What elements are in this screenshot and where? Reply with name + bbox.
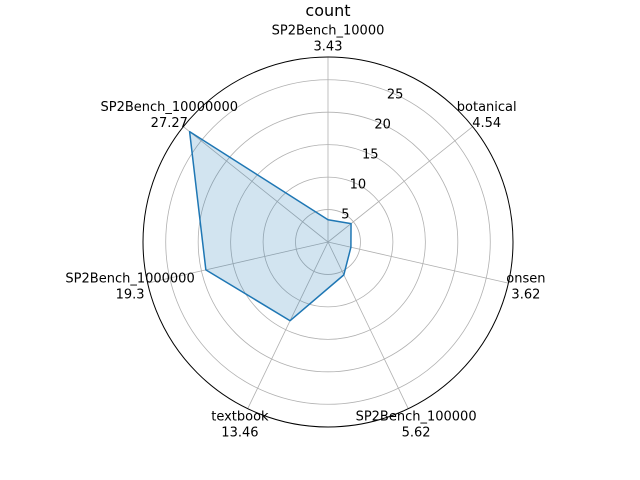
radial-tick-label: 15: [362, 148, 379, 163]
radial-tick-label: 25: [387, 88, 404, 103]
category-name: botanical: [457, 100, 517, 115]
data-layer: [190, 132, 351, 321]
radial-tick-label: 20: [374, 118, 391, 133]
category-value: 5.62: [402, 425, 431, 440]
category-name: SP2Bench_100000: [356, 409, 477, 424]
category-value: 4.54: [472, 116, 501, 131]
category-name: onsen: [506, 272, 545, 287]
chart-title: count: [305, 1, 350, 20]
category-value: 3.43: [314, 40, 343, 55]
category-name: textbook: [211, 409, 269, 424]
category-value: 27.27: [151, 116, 188, 131]
category-value: 3.62: [511, 288, 540, 303]
radial-tick-label: 5: [341, 208, 349, 223]
category-value: 13.46: [221, 425, 258, 440]
series-area: [190, 132, 351, 321]
radial-tick-label: 10: [350, 178, 367, 193]
category-name: SP2Bench_10000: [272, 24, 385, 39]
category-value: 19.3: [116, 288, 145, 303]
category-name: SP2Bench_10000000: [100, 100, 238, 115]
category-name: SP2Bench_1000000: [65, 272, 194, 287]
spoke-line: [328, 242, 508, 283]
